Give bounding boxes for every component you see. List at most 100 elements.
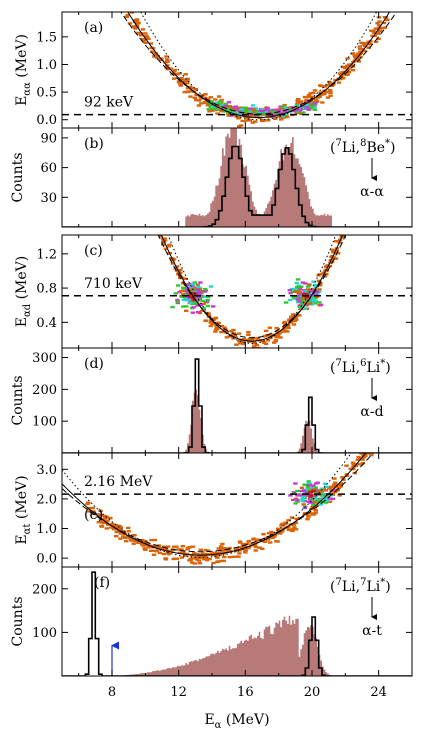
scatter-point (308, 495, 313, 498)
scatter-point (248, 350, 252, 352)
scatter-point (132, 160, 136, 162)
scatter-point (152, 210, 156, 212)
scatter-point (295, 500, 300, 503)
scatter-point (316, 274, 321, 277)
scatter-point (260, 547, 265, 550)
y-tick-label: 1.0 (36, 522, 57, 537)
scatter-point (228, 107, 233, 110)
y-tick-label: 0.4 (36, 316, 57, 331)
scatter-point (279, 524, 284, 527)
scatter-point (136, 172, 140, 174)
scatter-point (307, 298, 313, 302)
scatter-point (272, 341, 277, 344)
scatter-point (165, 60, 170, 63)
scatter-point (302, 298, 307, 301)
scatter-point (171, 77, 177, 80)
scatter-point (295, 108, 301, 111)
scatter-point (126, 144, 130, 146)
scatter-point (287, 318, 292, 321)
scatter-point (203, 96, 208, 100)
scatter-point (185, 290, 191, 294)
scatter-point (219, 545, 224, 548)
scatter-point (322, 85, 327, 88)
scatter-point (192, 281, 198, 284)
scatter-point (192, 562, 198, 565)
scatter-point (234, 108, 240, 112)
scatter-point (90, 2, 94, 4)
scatter-point (146, 206, 150, 208)
scatter-point (313, 511, 319, 514)
scatter-point (389, 3, 393, 5)
reaction-lead: ( (330, 579, 335, 595)
scatter-point (279, 118, 284, 121)
scatter-point (175, 284, 181, 287)
locus-curve-dashed (120, 12, 398, 115)
scatter-point (338, 77, 343, 81)
scatter-point (294, 106, 300, 109)
scatter-point (201, 307, 206, 310)
scatter-point (262, 110, 267, 114)
scatter-point (192, 292, 197, 295)
scatter-point (211, 561, 216, 565)
scatter-point (174, 269, 180, 272)
scatter-point (392, 81, 396, 83)
scatter-point (164, 66, 169, 69)
scatter-point (179, 76, 184, 80)
scatter-point (399, 401, 403, 403)
scatter-point (216, 95, 222, 98)
scatter-point (313, 299, 318, 303)
scatter-point (203, 289, 209, 292)
scatter-point (236, 117, 241, 120)
scatter-point (166, 245, 171, 248)
scatter-point (358, 47, 363, 51)
y-axis-label-main: E (14, 317, 30, 327)
scatter-point (350, 69, 356, 72)
scatter-point (305, 288, 311, 291)
scatter-point (278, 114, 283, 117)
scatter-point (387, 106, 391, 108)
scatter-point (253, 107, 258, 110)
scatter-point (118, 116, 122, 118)
panel-label: (d) (84, 356, 104, 372)
scatter-point (265, 114, 270, 118)
y-axis-label: Eαd (MeV) (14, 256, 33, 328)
scatter-point (195, 311, 201, 314)
scatter-point (255, 338, 260, 342)
scatter-point (126, 530, 131, 533)
scatter-point (276, 334, 281, 337)
scatter-point (324, 496, 329, 500)
scatter-point (152, 55, 157, 58)
scatter-point (380, 431, 384, 433)
scatter-point (368, 43, 373, 46)
scatter-point (322, 275, 328, 278)
scatter-point (167, 243, 172, 246)
scatter-point (396, 64, 400, 66)
scatter-point (121, 7, 125, 9)
scatter-point (375, 32, 380, 35)
scatter-point (121, 535, 126, 538)
scatter-point (383, 111, 387, 113)
scatter-point (283, 106, 288, 109)
scatter-point (274, 336, 279, 339)
scatter-point (125, 535, 131, 538)
scatter-point (312, 499, 317, 502)
scatter-point (163, 545, 168, 549)
scatter-point (390, 413, 394, 415)
scatter-point (155, 228, 159, 230)
scatter-point (305, 518, 310, 521)
scatter-point (195, 283, 200, 286)
y-tick-label: 3.0 (36, 463, 57, 478)
reaction-star: * (380, 577, 385, 588)
scatter-point (153, 214, 157, 216)
filled-histogram (62, 389, 412, 453)
scatter-point (297, 300, 303, 303)
scatter-point (351, 467, 356, 471)
scatter-point (299, 302, 305, 305)
scatter-point (366, 443, 370, 445)
scatter-point (307, 283, 312, 286)
threshold-label: 710 keV (84, 276, 143, 292)
scatter-point (349, 65, 354, 68)
y-axis-label-unit: (MeV) (14, 475, 30, 523)
scatter-point (247, 119, 253, 122)
